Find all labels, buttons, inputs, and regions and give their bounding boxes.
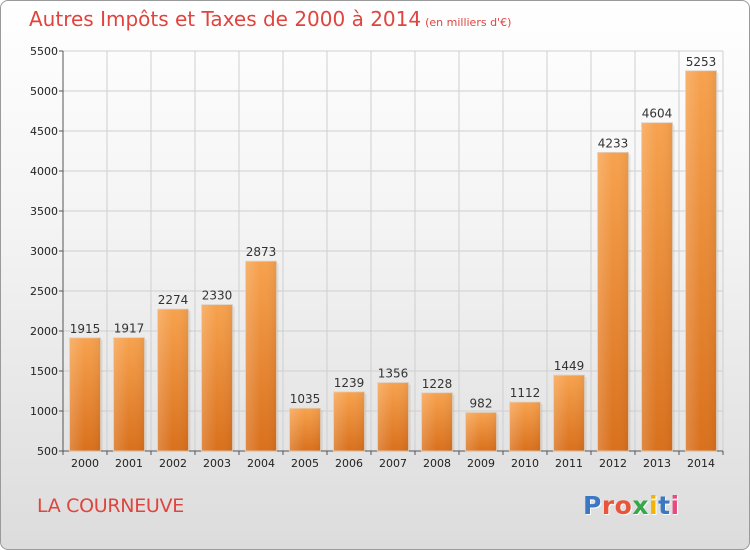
bar-highlight [509,402,541,451]
x-tick-label: 2009 [467,457,495,470]
bar-value-label: 982 [470,396,493,410]
x-tick-label: 2002 [159,457,187,470]
x-tick-label: 2013 [643,457,671,470]
bar-highlight [333,391,365,451]
bar-highlight [465,412,497,451]
bar-value-label: 1917 [114,322,145,336]
bar-value-label: 5253 [686,55,717,69]
x-tick-label: 2008 [423,457,451,470]
bar-highlight [377,382,409,451]
x-tick-label: 2007 [379,457,407,470]
y-tick-label: 3500 [30,205,58,218]
brand-letter: i [649,491,659,520]
y-tick-label: 1000 [30,405,58,418]
brand-letter: o [614,491,633,520]
bar-value-label: 1915 [70,322,101,336]
bar-highlight [597,152,629,452]
bar-value-label: 2873 [246,245,277,259]
bar-value-label: 1356 [378,367,409,381]
chart-title: Autres Impôts et Taxes de 2000 à 2014 (en… [29,7,511,31]
bar-highlight [289,408,321,451]
bar-value-label: 2274 [158,293,189,307]
x-tick-label: 2003 [203,457,231,470]
bar-highlight [157,309,189,451]
bar-value-label: 1035 [290,392,321,406]
x-tick-label: 2000 [71,457,99,470]
y-tick-label: 2000 [30,325,58,338]
bar-value-label: 1228 [422,377,453,391]
bar-value-label: 4604 [642,107,673,121]
y-tick-label: 500 [37,445,58,458]
bar-highlight [641,122,673,452]
bar-value-label: 1239 [334,376,365,390]
bar-highlight [421,392,453,451]
x-tick-label: 2010 [511,457,539,470]
bar-value-label: 2330 [202,289,233,303]
bar-highlight [201,304,233,451]
bar-highlight [113,337,145,451]
x-tick-label: 2011 [555,457,583,470]
city-name: LA COURNEUVE [37,495,184,517]
x-tick-label: 2014 [687,457,715,470]
y-tick-label: 4000 [30,165,58,178]
y-tick-label: 5000 [30,85,58,98]
bar-value-label: 1112 [510,386,541,400]
x-tick-label: 2004 [247,457,275,470]
bar-highlight [553,375,585,451]
y-tick-label: 4500 [30,125,58,138]
brand-logo: Proxiti [583,491,680,520]
y-tick-label: 2500 [30,285,58,298]
brand-letter: r [601,491,615,520]
bars [69,70,719,452]
x-tick-label: 2005 [291,457,319,470]
bar-value-label: 1449 [554,359,585,373]
labels: 500 1000 1500 2000 2500 3000 3500 4000 4500 5000 5… [30,45,716,470]
bar-value-label: 4233 [598,136,629,150]
bar-highlight [685,70,717,451]
y-tick-label: 1500 [30,365,58,378]
bar-highlight [69,337,101,451]
x-tick-label: 2006 [335,457,363,470]
y-tick-label: 5500 [30,45,58,58]
x-tick-label: 2012 [599,457,627,470]
y-tick-label: 3000 [30,245,58,258]
brand-letter: t [658,491,671,520]
brand-letter: P [583,491,602,520]
chart-title-text: Autres Impôts et Taxes de 2000 à 2014 [29,7,422,31]
brand-letter: i [670,491,680,520]
brand-letter: x [632,491,649,520]
x-tick-label: 2001 [115,457,143,470]
chart-unit: (en milliers d'€) [425,16,512,29]
bar-highlight [245,261,277,451]
